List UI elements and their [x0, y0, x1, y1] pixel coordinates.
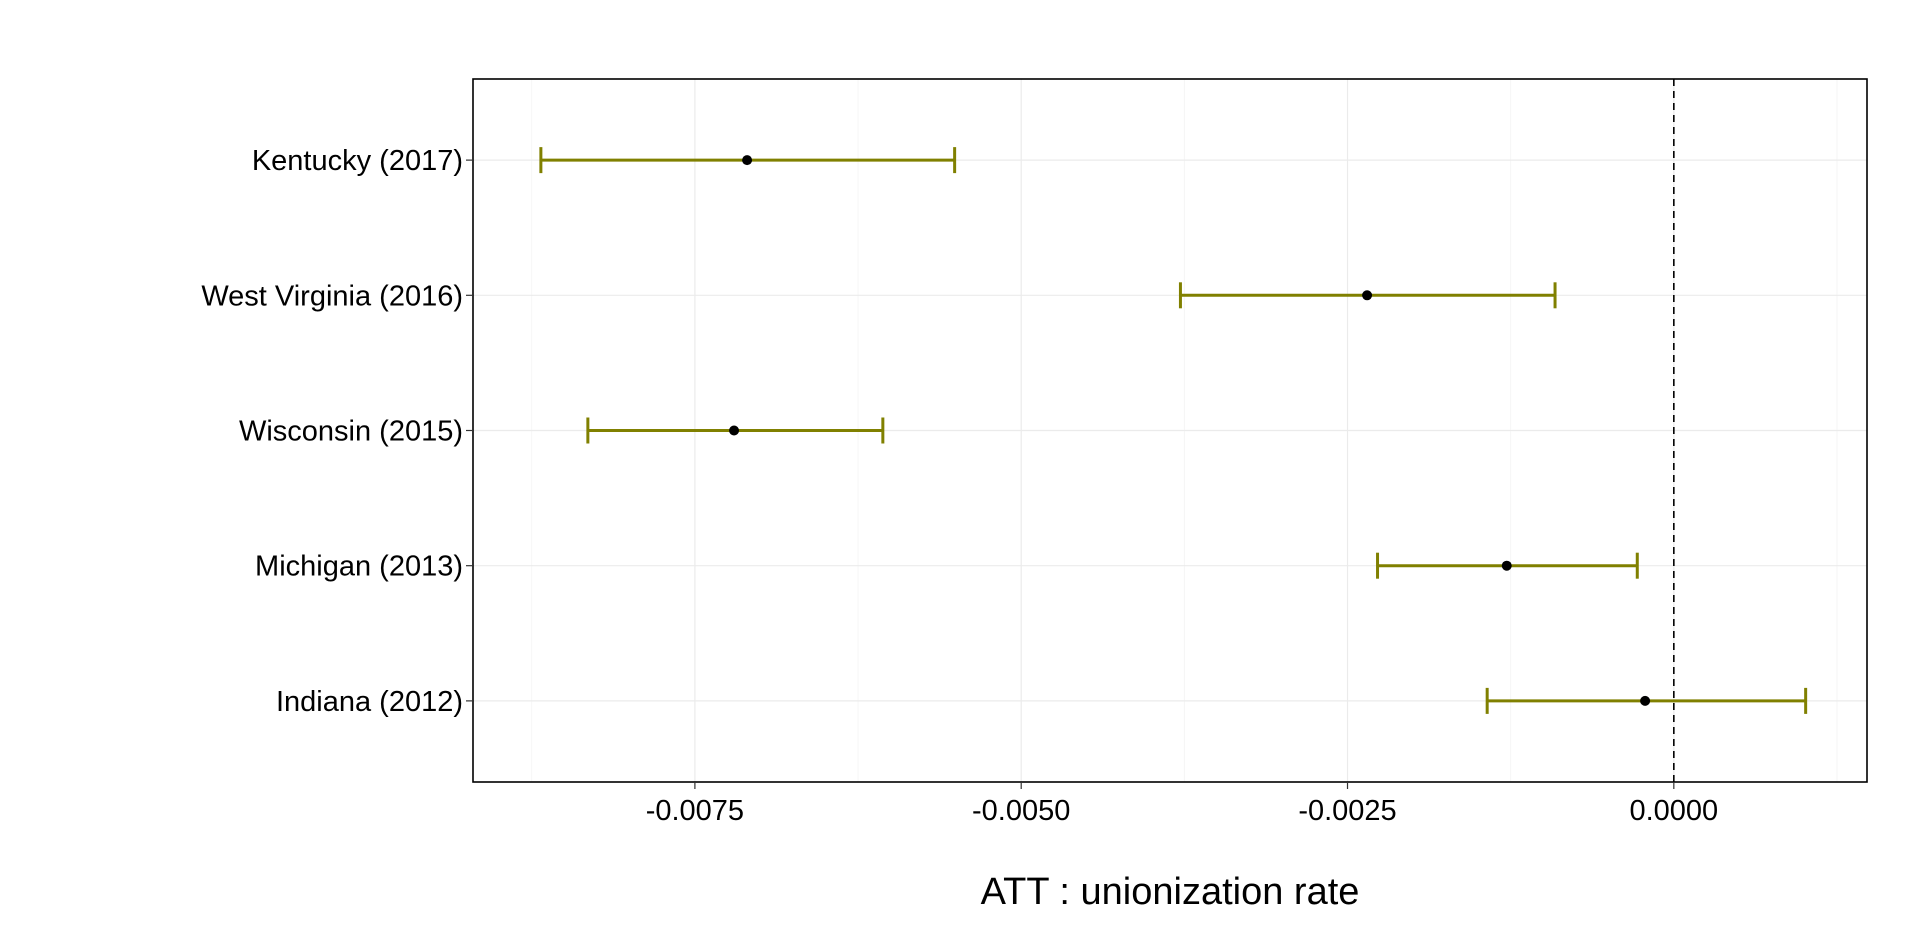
y-tick-label: Kentucky (2017) [252, 145, 463, 177]
x-tick-label: -0.0075 [646, 795, 744, 827]
x-axis-title: ATT : unionization rate [981, 871, 1360, 913]
x-tick-label: -0.0050 [972, 795, 1070, 827]
point-estimate [742, 155, 753, 166]
y-tick-label: Indiana (2012) [276, 686, 463, 718]
point-estimates [729, 155, 1651, 706]
x-tick-label: -0.0025 [1298, 795, 1396, 827]
point-estimate [729, 425, 740, 436]
point-estimate [1362, 290, 1373, 301]
x-axis: -0.0075 -0.0050 -0.0025 0.0000 [646, 782, 1718, 827]
y-tick-label: Wisconsin (2015) [239, 416, 463, 448]
point-estimate [1640, 695, 1651, 706]
point-estimate [1501, 560, 1512, 571]
y-tick-label: West Virginia (2016) [201, 280, 463, 312]
x-tick-label: 0.0000 [1629, 795, 1718, 827]
y-axis: Kentucky (2017) West Virginia (2016) Wisco… [201, 145, 473, 718]
y-tick-label: Michigan (2013) [255, 551, 463, 583]
